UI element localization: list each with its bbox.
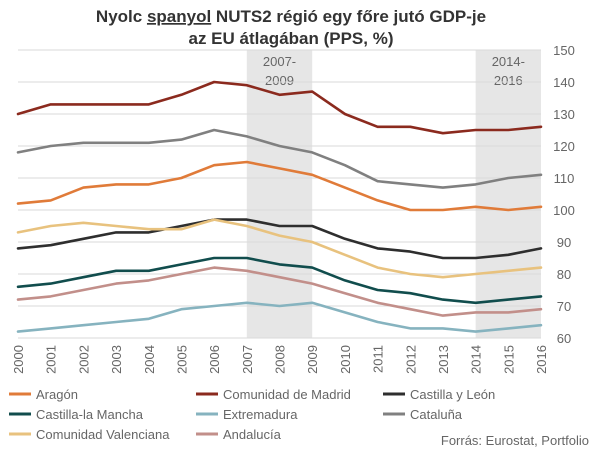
x-tick-2000: 2000 xyxy=(11,345,26,374)
legend-label-extremadura: Extremadura xyxy=(223,407,298,422)
x-tick-2011: 2011 xyxy=(371,345,386,373)
band-1 xyxy=(246,50,313,338)
series-line-andaluc-a xyxy=(16,266,543,317)
chart-title-part-1: Nyolc xyxy=(96,7,147,26)
band-1-label-line2: 2009 xyxy=(265,73,294,88)
y-axis-ticks: 60 70 80 90 100 110 120 130 140 150 xyxy=(553,43,575,346)
x-tick-2014: 2014 xyxy=(469,345,484,374)
x-tick-2015: 2015 xyxy=(501,345,516,374)
x-tick-2004: 2004 xyxy=(142,345,157,374)
legend: Aragón Comunidad de Madrid Castilla y León… xyxy=(9,387,495,442)
highlight-bands: 2007- 2009 2014- 2016 xyxy=(246,50,541,338)
x-tick-2012: 2012 xyxy=(403,345,418,374)
y-tick-110: 110 xyxy=(554,171,575,186)
y-tick-80: 80 xyxy=(557,267,571,282)
band-2 xyxy=(475,50,541,338)
series-line-arag-n xyxy=(16,160,543,212)
legend-label-comunidad-de-madrid: Comunidad de Madrid xyxy=(223,387,351,402)
series-line-extremadura xyxy=(16,301,543,333)
y-tick-90: 90 xyxy=(557,235,571,250)
x-tick-2016: 2016 xyxy=(534,345,549,374)
series-line-castilla-y-le-n xyxy=(16,218,543,260)
y-tick-70: 70 xyxy=(557,299,571,314)
x-tick-2002: 2002 xyxy=(76,345,91,374)
y-tick-60: 60 xyxy=(557,331,571,346)
legend-label-arag-n: Aragón xyxy=(36,387,78,402)
source-note: Forrás: Eurostat, Portfolio xyxy=(441,433,589,448)
series-line-comunidad-valenciana xyxy=(16,218,543,279)
legend-label-andaluc-a: Andalucía xyxy=(223,427,282,442)
series-lines xyxy=(16,80,543,333)
chart-title-line2: az EU átlagában (PPS, %) xyxy=(189,29,394,48)
x-tick-2006: 2006 xyxy=(207,345,222,374)
y-tick-100: 100 xyxy=(553,203,575,218)
band-2-label-line2: 2016 xyxy=(494,73,523,88)
chart-title-part-3: NUTS2 régió egy főre jutó GDP-je xyxy=(211,7,486,26)
legend-label-castilla-y-le-n: Castilla y León xyxy=(410,387,495,402)
band-2-label-line1: 2014- xyxy=(492,54,525,69)
x-tick-2008: 2008 xyxy=(273,345,288,374)
x-tick-2005: 2005 xyxy=(174,345,189,374)
legend-label-castilla-la-mancha: Castilla-la Mancha xyxy=(36,407,144,422)
legend-label-catalu-a: Cataluña xyxy=(410,407,463,422)
y-tick-140: 140 xyxy=(553,75,575,90)
x-tick-2010: 2010 xyxy=(338,345,353,374)
x-tick-2013: 2013 xyxy=(436,345,451,374)
y-tick-130: 130 xyxy=(553,107,575,122)
series-line-catalu-a xyxy=(16,128,543,189)
series-line-comunidad-de-madrid xyxy=(16,80,543,135)
x-tick-2007: 2007 xyxy=(240,345,255,374)
chart-title-line1: Nyolc spanyol NUTS2 régió egy főre jutó … xyxy=(96,7,486,26)
x-tick-2009: 2009 xyxy=(305,345,320,374)
x-tick-2001: 2001 xyxy=(44,345,59,374)
chart-title-part-2: spanyol xyxy=(147,7,211,26)
y-tick-150: 150 xyxy=(553,43,575,58)
x-axis-ticks: 2000 2001 2002 2003 2004 2005 2006 2007 2008 2009… xyxy=(11,345,549,374)
legend-label-comunidad-valenciana: Comunidad Valenciana xyxy=(36,427,170,442)
band-1-label-line1: 2007- xyxy=(263,54,296,69)
y-tick-120: 120 xyxy=(553,139,575,154)
series-line-castilla-la-mancha xyxy=(16,256,543,305)
x-tick-2003: 2003 xyxy=(109,345,124,374)
